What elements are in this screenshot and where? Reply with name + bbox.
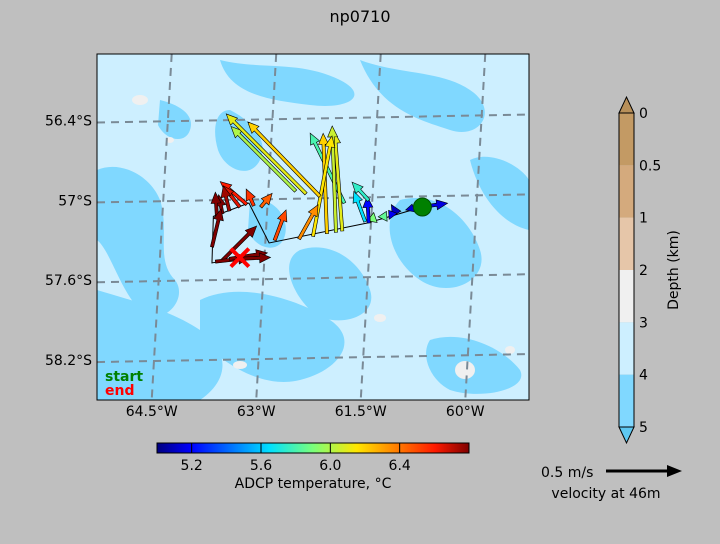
legend-start: start (105, 369, 143, 385)
velocity-arrow (388, 209, 398, 220)
lon-tick-label: 60°W (446, 404, 485, 420)
velocity-arrow (220, 185, 232, 212)
depth-extend-bottom (618, 426, 635, 445)
depth-extend-top (618, 95, 635, 114)
depth-tick-label: 5 (639, 420, 648, 436)
lon-tick-label: 64.5°W (126, 404, 178, 420)
meridian-line (255, 54, 278, 400)
parallel-line (97, 193, 529, 204)
depth-colorbar-label: Depth (km) (666, 230, 682, 310)
map-frame (96, 53, 530, 401)
velocity-arrow (247, 121, 322, 198)
depth-tick-label: 3 (639, 315, 648, 331)
end-marker (229, 247, 251, 269)
depth-colorbar-segment (619, 165, 634, 218)
parallel-line (97, 353, 529, 364)
lon-tick-label: 63°W (237, 404, 276, 420)
depth-tick-label: 0.5 (639, 158, 661, 174)
temperature-colorbar (156, 442, 470, 454)
graticule (97, 54, 529, 400)
depth-tick-label: 0 (639, 106, 648, 122)
map-background (97, 54, 529, 400)
temperature-tick-label: 6.4 (389, 458, 411, 474)
velocity-key-arrow (606, 465, 682, 477)
map-axis-labels: 64.5°W 63°W 61.5°W 60°W 56.4°S 57°S 57.6°S 58.2… (45, 114, 485, 420)
lat-tick-label: 58.2°S (45, 353, 92, 369)
meridian-line (150, 54, 173, 400)
lon-tick-label: 61.5°W (335, 404, 387, 420)
velocity-vectors (210, 113, 449, 265)
velocity-arrow (225, 113, 308, 196)
velocity-arrow (220, 225, 258, 262)
lat-tick-label: 57°S (58, 193, 92, 209)
depth-colorbar: 0 0.5 1 2 3 4 5 (618, 95, 661, 445)
depth-colorbar-segment (619, 374, 634, 427)
lat-tick-label: 56.4°S (45, 114, 92, 130)
depth-colorbar-segment (619, 113, 634, 166)
depth-tick-label: 1 (639, 211, 648, 227)
meridian-line (359, 54, 382, 400)
depth-colorbar-segment (619, 217, 634, 270)
velocity-arrow (351, 181, 371, 202)
start-marker (412, 197, 432, 217)
lat-tick-label: 57.6°S (45, 273, 92, 289)
velocity-arrow (377, 210, 388, 222)
depth-tick-label: 4 (639, 368, 648, 384)
temperature-colorbar-ticks: 5.2 5.6 6.0 6.4 (181, 443, 411, 474)
velocity-arrow (210, 208, 224, 248)
depth-colorbar-frame (618, 112, 635, 428)
velocity-arrow (245, 188, 256, 207)
depth-colorbar-segment (619, 270, 634, 323)
parallel-line (97, 273, 529, 284)
parallel-line (97, 113, 529, 124)
velocity-key-caption: velocity at 46m (551, 486, 660, 502)
velocity-arrow (352, 190, 368, 223)
temperature-tick-label: 5.2 (181, 458, 203, 474)
start-end-markers (229, 197, 432, 269)
velocity-arrow (327, 125, 339, 233)
temperature-tick-label: 6.0 (319, 458, 341, 474)
shallow-patches (132, 95, 515, 379)
velocity-arrow (362, 195, 374, 224)
velocity-arrow (272, 209, 288, 242)
temperature-tick-label: 5.6 (250, 458, 272, 474)
velocity-arrow (297, 204, 319, 241)
depth-tick-label: 2 (639, 263, 648, 279)
velocity-key-label: 0.5 m/s (541, 465, 593, 481)
chart-title: np0710 (329, 7, 390, 26)
legend-end: end (105, 383, 134, 399)
temperature-colorbar-label: ADCP temperature, °C (235, 476, 392, 492)
velocity-arrow (230, 125, 298, 193)
meridian-line (464, 54, 487, 400)
velocity-arrow (259, 192, 273, 209)
depth-colorbar-segment (619, 322, 634, 375)
